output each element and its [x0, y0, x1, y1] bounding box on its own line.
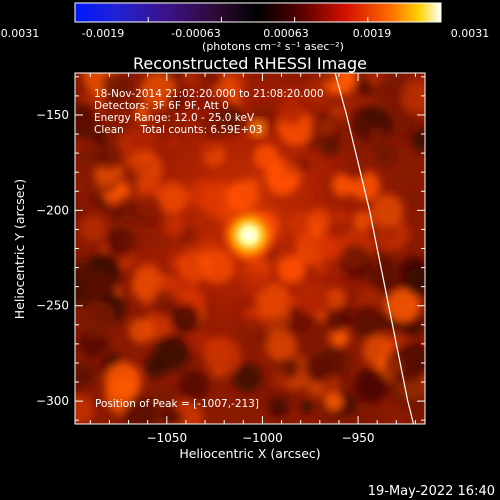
x-tick-label: −1050	[147, 431, 188, 445]
texture-blob	[104, 362, 142, 400]
x-axis-label: Heliocentric X (arcsec)	[179, 446, 320, 461]
texture-blob	[409, 191, 424, 206]
texture-blob	[102, 124, 120, 142]
texture-blob	[102, 73, 129, 99]
colorbar-tick-0: -0.0031	[0, 27, 39, 40]
texture-blob	[353, 368, 389, 404]
y-tick-label: −250	[36, 299, 69, 313]
colorbar-tick-4: 0.0019	[353, 27, 392, 40]
solar-limb-curve	[334, 73, 415, 424]
texture-blob	[324, 392, 343, 411]
info-line-2: Energy Range: 12.0 - 25.0 keV	[94, 112, 255, 124]
texture-blob	[356, 78, 375, 97]
colorbar-tick-5: 0.0031	[451, 27, 490, 40]
texture-blob	[411, 128, 425, 152]
heatmap-image	[75, 73, 425, 424]
texture-blob	[75, 146, 94, 165]
texture-blob	[268, 396, 289, 417]
texture-blob	[352, 402, 381, 424]
colorbar-unit-label: (photons cm⁻² s⁻¹ asec⁻²)	[202, 40, 344, 53]
texture-blob	[75, 395, 94, 424]
texture-blob	[75, 362, 96, 388]
texture-blob	[178, 369, 209, 401]
texture-blob	[401, 79, 425, 114]
colorbar	[74, 2, 442, 23]
y-tick-label: −200	[36, 203, 69, 217]
secondary-source	[248, 118, 268, 138]
colorbar-tick-3: 0.00063	[263, 27, 309, 40]
x-tick-label: −950	[342, 431, 375, 445]
texture-blob	[304, 353, 334, 383]
axes: −1050 −1000 −950 −150 −200 −250 −300	[36, 73, 425, 445]
texture-blob	[410, 349, 425, 366]
y-axis-label: Heliocentric Y (arcsec)	[12, 179, 27, 319]
texture-blob	[300, 400, 313, 414]
y-tick-label: −300	[36, 394, 69, 408]
peak-source	[219, 205, 280, 266]
texture-blob	[78, 300, 116, 338]
info-line-1: Detectors: 3F 6F 9F, Att 0	[94, 100, 229, 112]
texture-blob	[272, 373, 288, 390]
chart-title: Reconstructed RHESSI Image	[133, 54, 367, 73]
texture-blob	[75, 200, 88, 223]
colorbar-tick-1: -0.0019	[82, 27, 124, 40]
texture-blob	[78, 103, 96, 120]
texture-blob	[386, 288, 420, 323]
texture-blob	[159, 406, 178, 424]
texture-blob	[390, 369, 425, 407]
texture-blob	[306, 378, 324, 397]
texture-blob	[79, 215, 107, 242]
x-tick-label: −1000	[242, 431, 283, 445]
info-line-0: 18-Nov-2014 21:02:20.000 to 21:08:20.000	[94, 88, 324, 100]
y-tick-label: −150	[36, 108, 69, 122]
peak-position-label: Position of Peak = [-1007,-213]	[95, 398, 259, 410]
texture-blob	[150, 384, 179, 413]
info-line-3: Clean Total counts: 6.59E+03	[94, 124, 263, 136]
texture-blob	[405, 267, 425, 297]
colorbar-tick-2: -0.00063	[171, 27, 220, 40]
texture-blob	[75, 259, 91, 278]
info-block: 18-Nov-2014 21:02:20.000 to 21:08:20.000…	[94, 88, 324, 136]
colorbar-ticks	[74, 17, 442, 22]
footer-timestamp: 19-May-2022 16:40	[368, 484, 495, 499]
